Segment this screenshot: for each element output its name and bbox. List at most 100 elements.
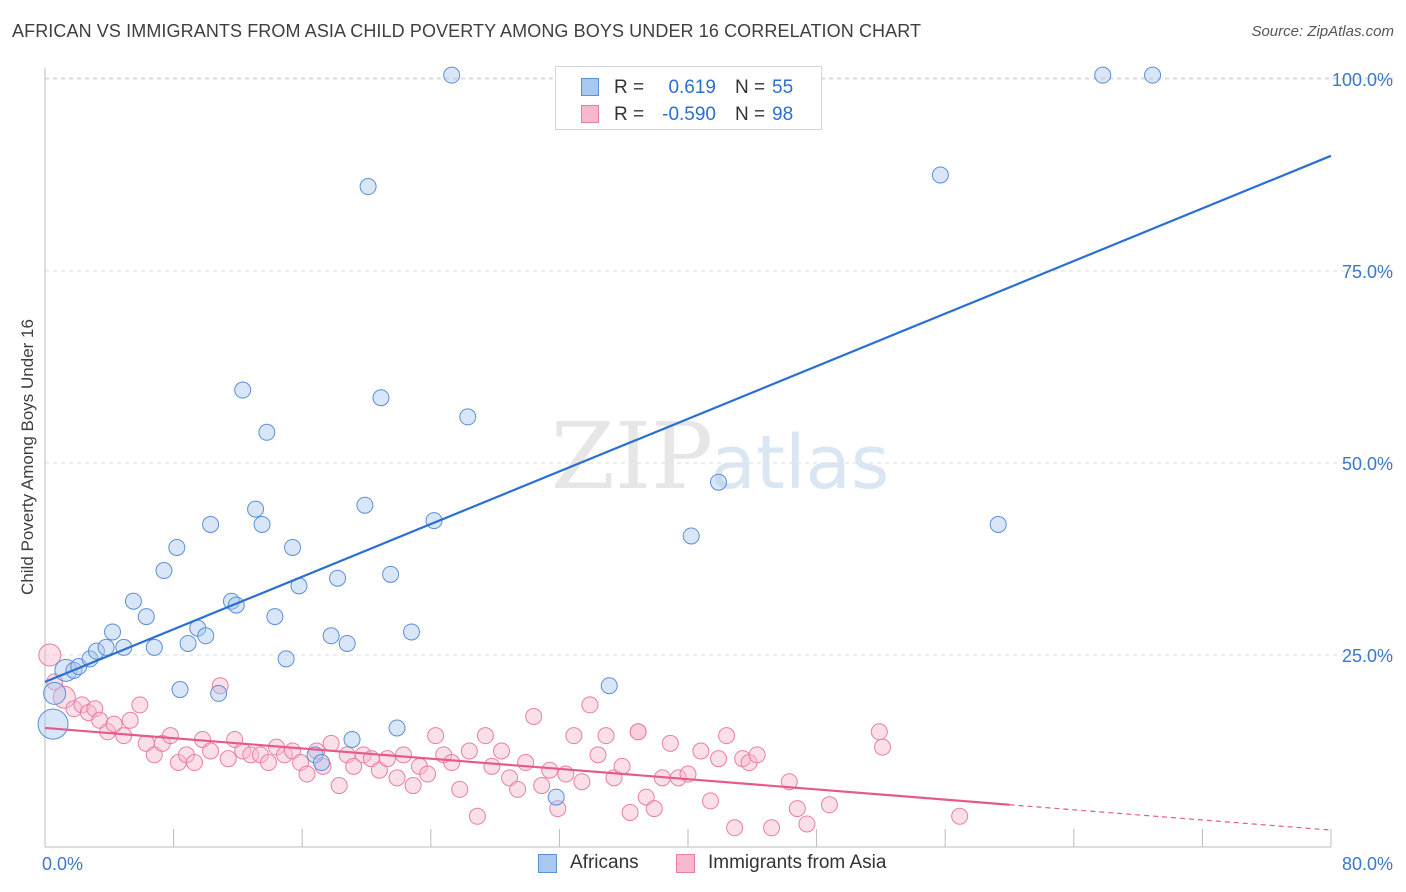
chart-title: AFRICAN VS IMMIGRANTS FROM ASIA CHILD PO… (12, 21, 922, 41)
point-immigrants-from-asia (718, 727, 736, 745)
point-africans (372, 389, 390, 407)
point-africans (338, 634, 356, 652)
point-immigrants-from-asia (501, 769, 519, 787)
point-immigrants-from-asia (370, 761, 388, 779)
point-africans (388, 719, 406, 737)
point-africans (600, 677, 618, 695)
point-immigrants-from-asia (242, 746, 260, 764)
point-africans (277, 650, 295, 668)
point-africans (382, 565, 400, 583)
n-label: N = (735, 104, 766, 125)
watermark-atlas: atlas (711, 420, 890, 506)
point-immigrants-from-asia (645, 800, 663, 818)
point-africans (179, 634, 197, 652)
y-tick-label: 100.0% (1332, 70, 1393, 90)
point-africans (266, 608, 284, 626)
watermark-zip: ZIP (551, 403, 713, 510)
point-immigrants-from-asia (493, 742, 511, 760)
point-immigrants-from-asia (388, 769, 406, 787)
point-immigrants-from-asia (581, 696, 599, 714)
point-immigrants-from-asia (629, 723, 647, 741)
point-africans (931, 166, 949, 184)
point-immigrants-from-asia (404, 777, 422, 795)
point-africans (104, 623, 122, 641)
immigrants-swatch (581, 105, 599, 123)
point-immigrants-from-asia (517, 754, 535, 772)
point-africans (312, 754, 330, 772)
point-immigrants-from-asia (710, 750, 728, 768)
point-immigrants-from-asia (131, 696, 149, 714)
legend-row-immigrants-from-asia: R = -0.590 N = 98 (556, 100, 821, 128)
x-tick-label: 0.0% (42, 854, 83, 874)
point-africans (284, 538, 302, 556)
point-immigrants-from-asia (951, 807, 969, 825)
point-immigrants-from-asia (330, 777, 348, 795)
point-africans (145, 638, 163, 656)
point-immigrants-from-asia (219, 750, 237, 768)
point-africans (1094, 66, 1112, 84)
point-immigrants-from-asia (419, 765, 437, 783)
point-immigrants-from-asia (788, 800, 806, 818)
point-immigrants-from-asia (613, 757, 631, 775)
trend-lines (44, 154, 1332, 831)
n-value: 98 (772, 104, 794, 125)
point-africans (37, 708, 69, 740)
point-immigrants-from-asia (483, 757, 501, 775)
point-immigrants-from-asia (541, 761, 559, 779)
immigrants-swatch (676, 854, 695, 873)
r-label: R = (614, 104, 645, 125)
point-africans (989, 515, 1007, 533)
point-africans (168, 538, 186, 556)
correlation-legend: R = 0.619 N = 55 R = -0.590 N = 98 (555, 66, 822, 130)
point-africans (43, 681, 67, 705)
point-africans (710, 473, 728, 491)
point-immigrants-from-asia (202, 742, 220, 760)
point-immigrants-from-asia (748, 746, 766, 764)
point-immigrants-from-asia (661, 734, 679, 752)
r-value: 0.619 (668, 77, 716, 98)
africans-swatch (538, 854, 557, 873)
legend-label-immigrants-from-asia: Immigrants from Asia (708, 852, 887, 873)
point-africans (155, 562, 173, 580)
axes-layer (44, 68, 1332, 848)
watermark: ZIP atlas (551, 403, 890, 510)
point-africans (403, 623, 421, 641)
point-immigrants-from-asia (763, 819, 781, 837)
point-immigrants-from-asia (637, 788, 655, 806)
point-immigrants-from-asia (798, 815, 816, 833)
point-immigrants-from-asia (870, 723, 888, 741)
point-immigrants-from-asia (451, 780, 469, 798)
point-africans (171, 681, 189, 699)
tick-labels: 25.0% 50.0% 75.0% 100.0% 0.0% 80.0% (42, 70, 1393, 874)
point-immigrants-from-asia (476, 727, 494, 745)
point-immigrants-from-asia (780, 773, 798, 791)
point-immigrants-from-asia (460, 742, 478, 760)
y-tick-label: 75.0% (1342, 262, 1393, 282)
n-label: N = (735, 77, 766, 98)
point-immigrants-from-asia (185, 754, 203, 772)
point-immigrants-from-asia (565, 727, 583, 745)
trend-line-immigrants-from-asia-extension (1009, 804, 1332, 831)
point-africans (258, 423, 276, 441)
point-africans (210, 684, 228, 702)
point-immigrants-from-asia (621, 803, 639, 821)
r-label: R = (614, 77, 645, 98)
point-immigrants-from-asia (692, 742, 710, 760)
point-africans (247, 500, 265, 518)
point-africans (124, 592, 142, 610)
x-tick-label: 80.0% (1342, 854, 1393, 874)
point-immigrants-from-asia (820, 796, 838, 814)
n-value: 55 (772, 77, 794, 98)
point-immigrants-from-asia (161, 727, 179, 745)
point-africans (253, 515, 271, 533)
point-immigrants-from-asia (394, 746, 412, 764)
point-immigrants-from-asia (702, 792, 720, 810)
legend-row-africans: R = 0.619 N = 55 (556, 73, 821, 101)
point-immigrants-from-asia (726, 819, 744, 837)
point-immigrants-from-asia (874, 738, 892, 756)
point-africans (234, 381, 252, 399)
source-label: Source: ZipAtlas.com (1251, 23, 1394, 40)
point-africans (343, 730, 361, 748)
point-immigrants-from-asia (427, 727, 445, 745)
